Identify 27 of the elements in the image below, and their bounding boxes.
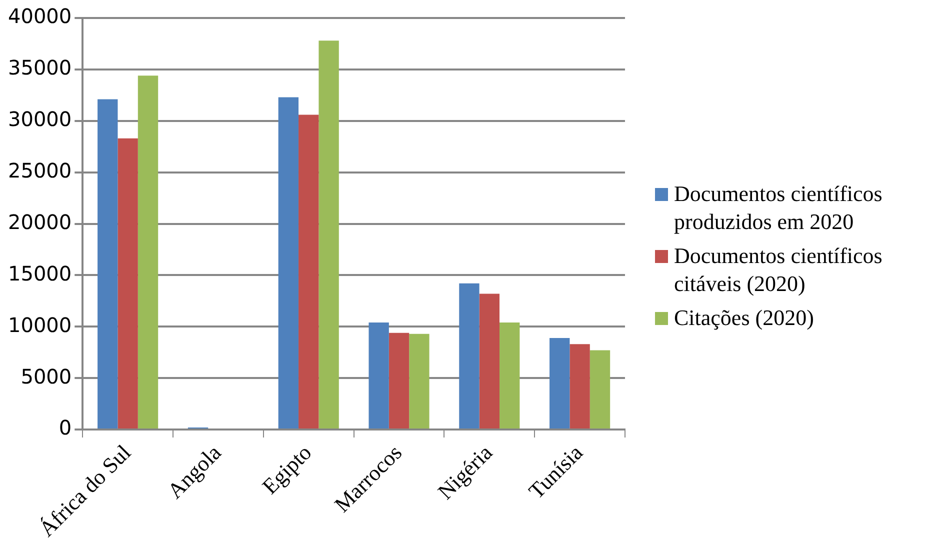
bar [500,322,520,429]
legend-label: Citações (2020) [674,304,814,332]
y-tick-label: 10000 [8,312,72,337]
y-tick-label: 30000 [8,107,72,132]
bar [550,338,570,429]
bar [388,332,410,429]
bar [318,40,339,429]
bar [368,322,389,429]
bar [479,294,500,429]
y-tick-label: 35000 [8,56,72,80]
bar [98,99,118,429]
bar [409,334,430,429]
y-tick-label: 0 [58,416,72,440]
bar [118,138,138,429]
bar [298,114,319,429]
bar [138,76,158,429]
y-tick-label: 40000 [8,4,72,28]
bar [278,97,299,429]
y-tick-label: 20000 [8,210,72,234]
y-tick-label: 15000 [8,261,72,286]
bar [459,283,480,429]
bar [570,344,590,429]
legend-label: Documentos científicos produzidos em 2020 [674,180,884,236]
y-tick-label: 5000 [20,364,72,388]
legend-label: Documentos científicos citáveis (2020) [674,242,884,298]
y-tick-label: 25000 [8,158,72,183]
bar [590,350,610,429]
